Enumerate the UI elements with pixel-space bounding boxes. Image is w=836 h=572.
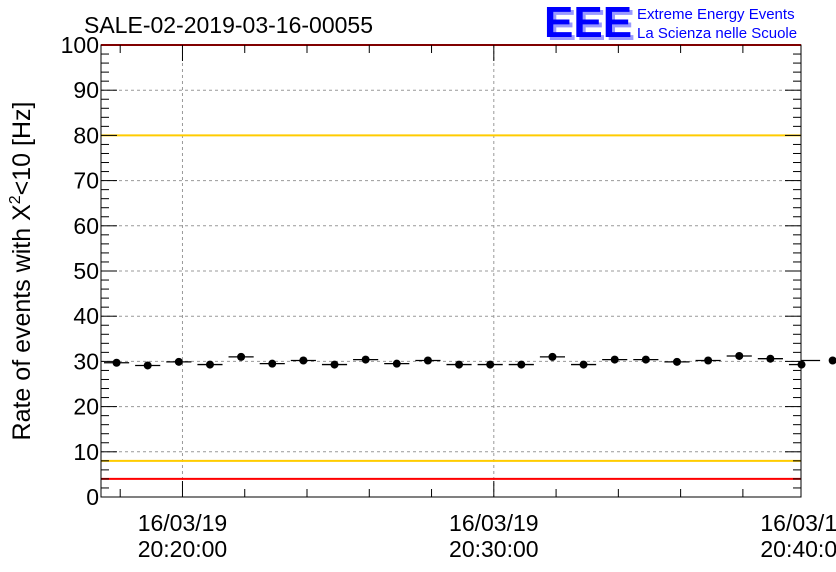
y-tick-label: 0 (86, 484, 99, 510)
y-tick-label: 20 (73, 394, 99, 420)
x-tick-date-label: 16/03/19 (760, 510, 836, 536)
data-point (766, 354, 775, 363)
grid-lines (101, 45, 801, 497)
data-point (392, 359, 401, 368)
data-point (112, 358, 121, 367)
data-point (205, 360, 214, 369)
y-tick-label: 60 (73, 213, 99, 239)
data-point (361, 355, 370, 364)
data-point (735, 351, 744, 360)
data-point (672, 357, 681, 366)
data-point (486, 360, 495, 369)
y-axis-title: Rate of events with X2<10 [Hz] (7, 102, 36, 441)
y-tick-label: 40 (73, 303, 99, 329)
data-point (143, 361, 152, 370)
data-point (579, 360, 588, 369)
axis-ticks (101, 44, 801, 498)
y-tick-label: 100 (61, 32, 99, 58)
logo-shadow: EEE (547, 1, 635, 50)
data-point (797, 360, 806, 369)
y-tick-label: 50 (73, 258, 99, 284)
data-point (517, 360, 526, 369)
x-tick-time-label: 20:40:00 (760, 536, 836, 562)
data-point (548, 352, 557, 361)
x-tick-labels: 16/03/1920:20:0016/03/1920:30:0016/03/19… (138, 510, 836, 562)
y-tick-label: 80 (73, 122, 99, 148)
x-tick-date-label: 16/03/19 (449, 510, 539, 536)
data-point (610, 355, 619, 364)
data-point (641, 355, 650, 364)
eee-logo: EEE EEE Extreme Energy Events La Scienza… (544, 0, 797, 50)
data-point (174, 357, 183, 366)
y-tick-label: 70 (73, 168, 99, 194)
y-tick-label: 30 (73, 348, 99, 374)
data-point (237, 352, 246, 361)
x-tick-time-label: 20:30:00 (449, 536, 539, 562)
y-tick-labels: 0 10 20 30 40 50 60 70 80 90 100 (61, 32, 99, 510)
data-points (104, 351, 836, 370)
logo-line-2: La Scienza nelle Scuole (637, 25, 797, 42)
data-point (299, 356, 308, 365)
data-point (704, 356, 713, 365)
data-point (330, 360, 339, 369)
data-point (828, 356, 836, 365)
data-point (268, 359, 277, 368)
y-tick-label: 10 (73, 439, 99, 465)
logo-line-1: Extreme Energy Events (637, 6, 795, 23)
x-tick-time-label: 20:20:00 (138, 536, 228, 562)
data-point (423, 356, 432, 365)
data-point (455, 360, 464, 369)
y-tick-label: 90 (73, 77, 99, 103)
logo-mark: EEE (544, 0, 632, 47)
chart-title: SALE-02-2019-03-16-00055 (84, 12, 373, 38)
x-tick-date-label: 16/03/19 (138, 510, 228, 536)
